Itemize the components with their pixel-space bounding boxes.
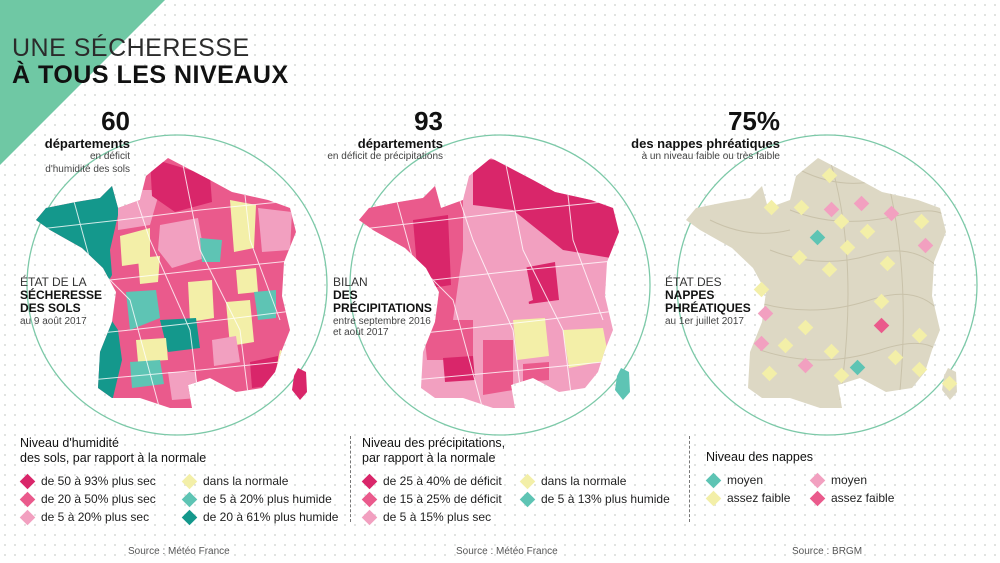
corsica-2: [615, 368, 630, 400]
legend-item: de 25 à 40% de déficit: [361, 473, 520, 489]
diamond-icon: [705, 472, 722, 488]
legend-title: Niveau des nappes: [706, 450, 814, 464]
map-soil-drought: [36, 158, 307, 408]
diamond-icon: [361, 509, 378, 525]
diamond-icon: [19, 491, 36, 507]
map-label-groundwater: ÉTAT DES NAPPES PHRÉATIQUES au 1er juill…: [665, 275, 751, 327]
diamond-icon: [181, 509, 198, 525]
legend-item: de 50 à 93% plus sec: [19, 473, 182, 489]
legend-item: de 5 à 13% plus humide: [519, 491, 670, 507]
map-label-precipitation: BILAN DES PRÉCIPITATIONS entre septembre…: [333, 275, 432, 338]
legend-item: moyen: [809, 472, 867, 488]
diamond-icon: [181, 473, 198, 489]
legend-item: dans la normale: [181, 473, 288, 489]
legend-divider-1: [350, 436, 351, 522]
corner-decoration: [0, 0, 165, 165]
legend-groundwater: Niveau des nappes moyen moyen assez faib…: [705, 450, 946, 507]
legend-item: de 20 à 50% plus sec: [19, 491, 182, 507]
diamond-icon: [705, 490, 722, 506]
legend-title: Niveau d'humidité des sols, par rapport …: [20, 436, 207, 465]
legend-title: Niveau des précipitations, par rapport à…: [362, 436, 506, 465]
legend-item: de 5 à 20% plus sec: [19, 509, 182, 525]
legend-item: assez faible: [705, 490, 810, 506]
legend-item: de 20 à 61% plus humide: [181, 509, 338, 525]
source-precipitation: Source : Météo France: [456, 546, 558, 557]
stat-groundwater: 75% des nappes phréatiques à un niveau f…: [631, 106, 780, 162]
stat-precipitation: 93 départements en déficit de précipitat…: [327, 106, 443, 162]
map-circle-3: [676, 134, 978, 436]
corsica-1: [292, 368, 307, 400]
diamond-icon: [19, 509, 36, 525]
map-circle-2: [349, 134, 651, 436]
diamond-icon: [809, 472, 826, 488]
diamond-icon: [361, 491, 378, 507]
diamond-icon: [361, 473, 378, 489]
legend-item: assez faible: [809, 490, 894, 506]
source-groundwater: Source : BRGM: [792, 546, 863, 557]
legend-item: dans la normale: [519, 473, 626, 489]
stat-soil: 60 départements en déficit d'humidité de…: [44, 106, 130, 175]
legend-item: moyen: [705, 472, 810, 488]
source-soil: Source : Météo France: [128, 546, 230, 557]
page-title: UNE SÉCHERESSE À TOUS LES NIVEAUX: [12, 34, 289, 89]
diamond-icon: [519, 473, 536, 489]
diamond-icon: [809, 490, 826, 506]
legend-item: de 5 à 20% plus humide: [181, 491, 332, 507]
legend-item: de 15 à 25% de déficit: [361, 491, 520, 507]
diamond-icon: [519, 491, 536, 507]
map-circle-1: [26, 134, 328, 436]
map-label-soil: ÉTAT DE LA SÉCHERESSE DES SOLS au 9 août…: [20, 275, 103, 327]
diamond-icon: [19, 473, 36, 489]
legend-divider-2: [689, 436, 690, 522]
legend-precipitation: Niveau des précipitations, par rapport à…: [361, 436, 682, 526]
diamond-icon: [181, 491, 198, 507]
legend-item: de 5 à 15% plus sec: [361, 509, 520, 525]
legend-soil: Niveau d'humidité des sols, par rapport …: [19, 436, 350, 526]
